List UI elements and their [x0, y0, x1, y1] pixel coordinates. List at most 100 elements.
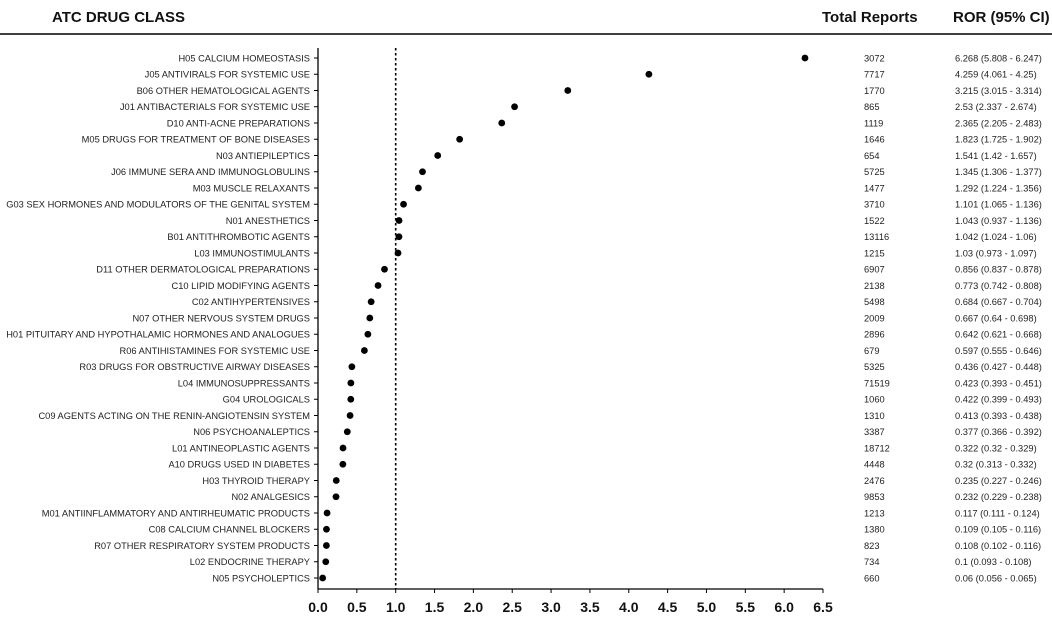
category-label: N01 ANESTHETICS	[226, 216, 310, 226]
header-ror-ci: ROR (95% CI)	[953, 9, 1050, 26]
data-point	[364, 330, 372, 338]
category-label: M03 MUSCLE RELAXANTS	[193, 183, 310, 193]
data-point	[395, 217, 403, 224]
total-reports-value: 654	[864, 151, 880, 161]
total-reports-value: 2896	[864, 330, 885, 340]
x-tick-label: 5.5	[736, 599, 756, 615]
x-tick-label: 0.0	[308, 599, 328, 615]
ror-ci-value: 1.541 (1.42 - 1.657)	[955, 151, 1037, 161]
data-point	[374, 282, 382, 289]
total-reports-value: 1215	[864, 248, 885, 258]
total-reports-value: 1213	[864, 508, 885, 518]
total-reports-value: 5725	[864, 167, 885, 177]
total-reports-value: 71519	[864, 378, 890, 388]
header-total-reports: Total Reports	[822, 9, 918, 26]
ror-ci-value: 1.823 (1.725 - 1.902)	[955, 135, 1042, 145]
total-reports-value: 1646	[864, 135, 885, 145]
category-label: N07 OTHER NERVOUS SYSTEM DRUGS	[132, 313, 310, 323]
ror-ci-value: 0.32 (0.313 - 0.332)	[955, 460, 1037, 470]
ror-ci-value: 0.109 (0.105 - 0.116)	[955, 525, 1041, 535]
data-point	[498, 119, 506, 127]
ror-ci-value: 0.117 (0.111 - 0.124)	[955, 508, 1040, 518]
category-label: L03 IMMUNOSTIMULANTS	[194, 248, 310, 258]
data-point	[394, 249, 402, 257]
total-reports-value: 1522	[864, 216, 885, 226]
category-label: R07 OTHER RESPIRATORY SYSTEM PRODUCTS	[94, 541, 310, 551]
x-tick-label: 4.0	[619, 599, 639, 615]
data-point	[322, 558, 330, 566]
ror-ci-value: 0.377 (0.366 - 0.392)	[955, 427, 1042, 437]
ror-ci-value: 0.597 (0.555 - 0.646)	[955, 346, 1042, 356]
data-point	[322, 542, 330, 549]
ror-ci-value: 3.215 (3.015 - 3.314)	[955, 86, 1042, 96]
data-point	[343, 428, 351, 436]
category-label: C08 CALCIUM CHANNEL BLOCKERS	[149, 525, 310, 535]
total-reports-value: 3072	[864, 53, 885, 63]
x-tick-label: 6.0	[774, 599, 794, 615]
data-point	[339, 460, 347, 468]
data-point	[400, 200, 407, 208]
x-tick-label: 5.0	[697, 599, 717, 615]
category-label: J06 IMMUNE SERA AND IMMUNOGLOBULINS	[111, 167, 310, 177]
total-reports-value: 865	[864, 102, 880, 112]
total-reports-value: 2009	[864, 313, 885, 323]
data-point	[332, 493, 340, 501]
total-reports-value: 1477	[864, 183, 885, 193]
ror-ci-value: 1.292 (1.224 - 1.356)	[955, 183, 1042, 193]
ror-ci-value: 1.03 (0.973 - 1.097)	[955, 248, 1037, 258]
category-label: G03 SEX HORMONES AND MODULATORS OF THE G…	[6, 200, 310, 210]
ror-ci-value: 2.365 (2.205 - 2.483)	[955, 118, 1042, 128]
x-tick-label: 2.5	[502, 599, 522, 615]
category-label: C10 LIPID MODIFYING AGENTS	[172, 281, 310, 291]
data-point	[419, 168, 426, 176]
data-point	[347, 379, 355, 387]
data-point	[360, 347, 368, 354]
data-point	[332, 477, 340, 484]
data-point	[381, 265, 388, 273]
category-label: M05 DRUGS FOR TREATMENT OF BONE DISEASES	[82, 135, 310, 145]
total-reports-value: 660	[864, 573, 880, 583]
x-tick-label: 0.5	[347, 599, 367, 615]
data-point	[414, 184, 422, 192]
total-reports-value: 5498	[864, 297, 885, 307]
ror-ci-value: 6.268 (5.808 - 6.247)	[955, 53, 1042, 63]
ror-ci-value: 1.042 (1.024 - 1.06)	[955, 232, 1037, 242]
category-label: G04 UROLOGICALS	[223, 395, 310, 405]
total-reports-value: 3387	[864, 427, 885, 437]
ror-ci-value: 0.06 (0.056 - 0.065)	[955, 573, 1037, 583]
data-point	[323, 525, 330, 533]
total-reports-value: 2476	[864, 476, 885, 486]
total-reports-value: 6907	[864, 265, 885, 275]
category-label: M01 ANTIINFLAMMATORY AND ANTIRHEUMATIC P…	[42, 508, 310, 518]
data-point	[366, 314, 374, 322]
ror-ci-value: 1.101 (1.065 - 1.136)	[955, 200, 1042, 210]
total-reports-value: 18712	[864, 443, 890, 453]
ror-ci-value: 0.232 (0.229 - 0.238)	[955, 492, 1042, 502]
data-point	[339, 444, 347, 452]
x-tick-label: 3.5	[580, 599, 600, 615]
ror-ci-value: 0.436 (0.427 - 0.448)	[955, 362, 1042, 372]
data-point	[456, 135, 464, 143]
total-reports-value: 3710	[864, 200, 885, 210]
category-label: N05 PSYCHOLEPTICS	[212, 573, 310, 583]
data-point	[348, 363, 356, 371]
ror-ci-value: 0.235 (0.227 - 0.246)	[955, 476, 1042, 486]
total-reports-value: 1119	[864, 118, 883, 128]
category-label: H05 CALCIUM HOMEOSTASIS	[178, 53, 310, 63]
data-point	[367, 298, 375, 306]
category-label: L01 ANTINEOPLASTIC AGENTS	[172, 443, 310, 453]
category-label: B01 ANTITHROMBOTIC AGENTS	[167, 232, 310, 242]
total-reports-value: 823	[864, 541, 880, 551]
header-atc-drug-class: ATC DRUG CLASS	[52, 9, 185, 26]
data-point	[564, 87, 572, 94]
total-reports-value: 734	[864, 557, 880, 567]
total-reports-value: 9853	[864, 492, 885, 502]
category-label: J01 ANTIBACTERIALS FOR SYSTEMIC USE	[120, 102, 310, 112]
total-reports-value: 1310	[864, 411, 885, 421]
data-point	[347, 395, 355, 403]
data-point	[511, 103, 518, 111]
category-label: N02 ANALGESICS	[231, 492, 310, 502]
total-reports-value: 1060	[864, 395, 885, 405]
